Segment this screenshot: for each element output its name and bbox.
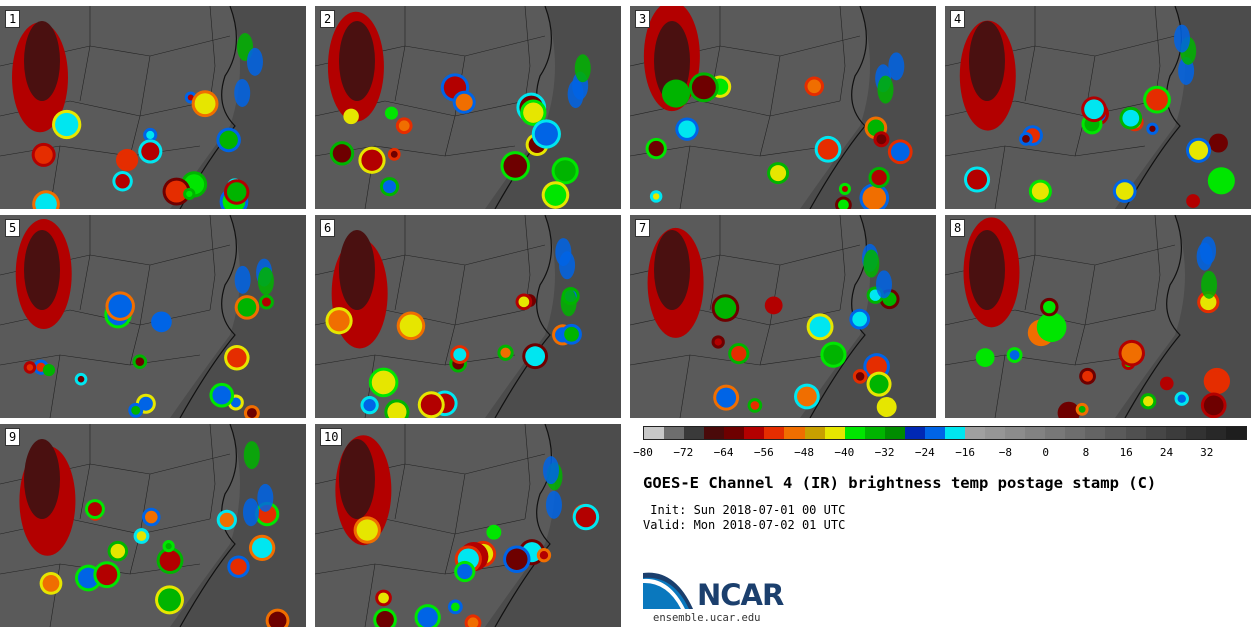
- colorbar-cell: [944, 427, 965, 439]
- colorbar-tick-label: 32: [1200, 446, 1214, 459]
- site-url: ensemble.ucar.edu: [653, 612, 761, 624]
- colorbar-cell: [1205, 427, 1226, 439]
- colorbar-tick-label: −72: [673, 446, 694, 459]
- panel-label: 4: [950, 10, 966, 28]
- panel-label: 6: [320, 219, 336, 237]
- colorbar-tick-label: −40: [834, 446, 855, 459]
- colorbar-cell: [904, 427, 925, 439]
- panel-label: 8: [950, 219, 966, 237]
- colorbar-tick-label: −48: [794, 446, 814, 459]
- panel-label: 7: [635, 219, 651, 237]
- colorbar-cell: [884, 427, 905, 439]
- colorbar-cell: [1045, 427, 1066, 439]
- panel-label: 3: [635, 10, 651, 28]
- map-panel: 5: [0, 215, 306, 418]
- colorbar-cell: [824, 427, 845, 439]
- colorbar-cell: [744, 427, 765, 439]
- map-panel: 6: [315, 215, 621, 418]
- map-panel: 9: [0, 424, 306, 627]
- colorbar-tick-label: 0: [1042, 446, 1049, 459]
- ir-map: [0, 6, 306, 209]
- colorbar-cell: [844, 427, 865, 439]
- colorbar-cell: [1025, 427, 1046, 439]
- ir-map: [630, 6, 936, 209]
- colorbar-cell: [724, 427, 745, 439]
- colorbar-cell: [704, 427, 725, 439]
- ir-map: [945, 215, 1251, 418]
- colorbar-tick-label: −56: [753, 446, 774, 459]
- map-panel: 7: [630, 215, 936, 418]
- colorbar-tick-label: −80: [633, 446, 653, 459]
- colorbar-tick-label: 16: [1119, 446, 1133, 459]
- colorbar-cell: [644, 427, 665, 439]
- colorbar-tick-label: −16: [955, 446, 976, 459]
- colorbar-cell: [664, 427, 685, 439]
- colorbar-cell: [1225, 427, 1246, 439]
- colorbar-cell: [864, 427, 885, 439]
- colorbar-tick-label: 24: [1159, 446, 1174, 459]
- colorbar-cell: [804, 427, 825, 439]
- colorbar-cell: [924, 427, 945, 439]
- panel-label: 9: [5, 428, 21, 446]
- ir-map: [315, 6, 621, 209]
- colorbar-tick-label: −64: [713, 446, 734, 459]
- colorbar-ticks: −80 −72 −64 −56 −48 −40 −32 −24 −16 −8 0 8 16 24 32: [633, 446, 1247, 460]
- colorbar-cell: [985, 427, 1006, 439]
- colorbar-tick-label: −24: [914, 446, 935, 459]
- panel-label: 10: [320, 428, 343, 446]
- colorbar-tick-label: −8: [998, 446, 1013, 459]
- colorbar-cell: [1125, 427, 1146, 439]
- ncar-logo-text: NCAR: [697, 578, 784, 612]
- ncar-logo-icon: [643, 572, 693, 609]
- init-time: Init: Sun 2018-07-01 00 UTC: [643, 503, 846, 517]
- colorbar-cell: [1105, 427, 1126, 439]
- colorbar-cell: [764, 427, 785, 439]
- colorbar-cell: [784, 427, 805, 439]
- colorbar-cell: [684, 427, 705, 439]
- panel-label: 2: [320, 10, 336, 28]
- ir-map: [630, 215, 936, 418]
- ir-map: [315, 215, 621, 418]
- map-panel: 4: [945, 6, 1251, 209]
- panel-label: 5: [5, 219, 21, 237]
- ir-map: [0, 424, 306, 627]
- ir-map: [315, 424, 621, 627]
- ir-map: [0, 215, 306, 418]
- valid-time: Valid: Mon 2018-07-02 01 UTC: [643, 518, 846, 532]
- colorbar-tick-label: −32: [874, 446, 895, 459]
- figure-title: GOES-E Channel 4 (IR) brightness temp po…: [643, 474, 1157, 492]
- colorbar-cell: [1165, 427, 1186, 439]
- colorbar-cell: [1065, 427, 1086, 439]
- colorbar: [643, 426, 1247, 440]
- map-panel: 2: [315, 6, 621, 209]
- colorbar-cell: [1145, 427, 1166, 439]
- colorbar-cell: [1185, 427, 1206, 439]
- map-panel: 3: [630, 6, 936, 209]
- map-panel: 8: [945, 215, 1251, 418]
- colorbar-tick-label: 8: [1082, 446, 1090, 459]
- map-panel: 10: [315, 424, 621, 627]
- colorbar-cell: [1005, 427, 1026, 439]
- colorbar-cell: [965, 427, 986, 439]
- colorbar-cell: [1085, 427, 1106, 439]
- map-panel: 1: [0, 6, 306, 209]
- ir-map: [945, 6, 1251, 209]
- panel-label: 1: [5, 10, 21, 28]
